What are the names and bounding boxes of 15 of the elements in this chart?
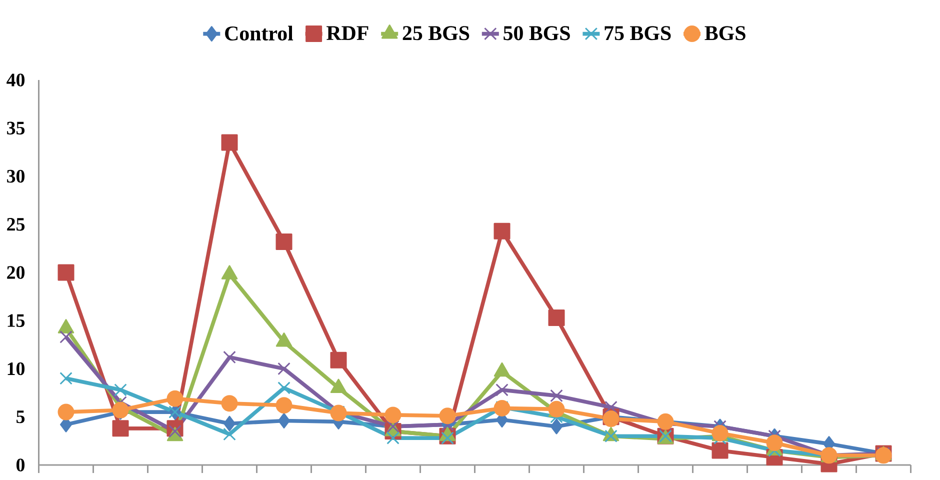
- legend-label: 50 BGS: [504, 26, 570, 40]
- legend-label: Control: [225, 26, 294, 41]
- legend-label: RDF: [326, 26, 368, 40]
- y-tick-label: 25: [7, 218, 25, 231]
- y-tick-label: 5: [16, 410, 25, 424]
- y-tick-label: 10: [8, 362, 25, 376]
- y-tick-label: 20: [7, 266, 25, 279]
- y-tick-label: 35: [7, 122, 25, 135]
- y-tick-label: 40: [6, 74, 25, 86]
- legend-label: BGS: [704, 26, 746, 40]
- y-tick-label: 15: [8, 314, 25, 328]
- y-tick-label: 30: [7, 170, 25, 183]
- legend-label: 75 BGS: [604, 26, 671, 40]
- y-tick-label: 0: [16, 458, 25, 472]
- legend-label: 25 BGS: [402, 26, 470, 40]
